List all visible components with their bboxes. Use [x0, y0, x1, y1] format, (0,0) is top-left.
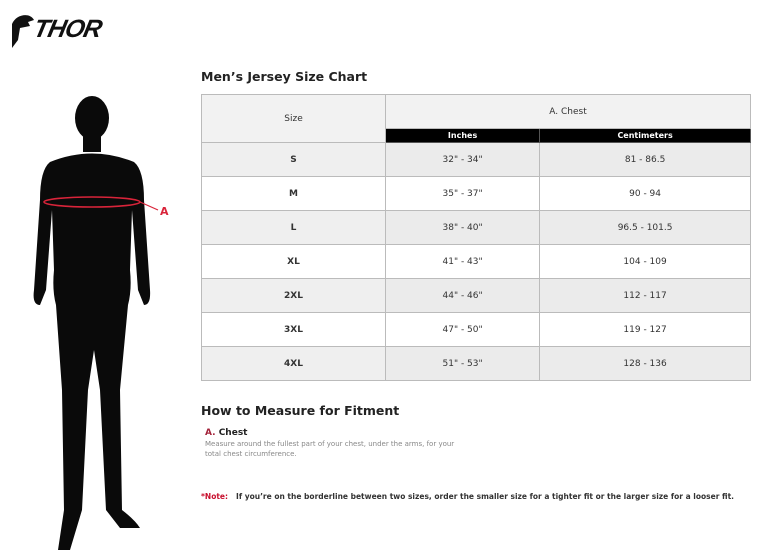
centimeters-header: Centimeters	[539, 128, 751, 143]
size-chart-table: Size A. Chest Inches Centimeters S 32" - …	[201, 94, 751, 381]
table-row: S 32" - 34" 81 - 86.5	[201, 142, 751, 177]
centimeters-cell: 96.5 - 101.5	[539, 210, 751, 245]
table-row: L 38" - 40" 96.5 - 101.5	[201, 210, 751, 245]
table-row: 2XL 44" - 46" 112 - 117	[201, 278, 751, 313]
thor-logo: THOR	[10, 12, 125, 50]
size-cell: XL	[201, 244, 386, 279]
size-cell: L	[201, 210, 386, 245]
table-row: XL 41" - 43" 104 - 109	[201, 244, 751, 279]
marker-a: A	[160, 205, 169, 218]
inches-cell: 38" - 40"	[384, 210, 541, 245]
table-row: 4XL 51" - 53" 128 - 136	[201, 346, 751, 381]
inches-cell: 32" - 34"	[384, 142, 541, 177]
centimeters-cell: 104 - 109	[539, 244, 751, 279]
size-cell: M	[201, 176, 386, 211]
table-row: 3XL 47" - 50" 119 - 127	[201, 312, 751, 347]
fit-note: *Note: If you’re on the borderline betwee…	[201, 492, 735, 501]
inches-cell: 51" - 53"	[384, 346, 541, 381]
measure-label: A. Chest	[205, 428, 248, 438]
measure-description: Measure around the fullest part of your …	[205, 440, 455, 458]
inches-cell: 44" - 46"	[384, 278, 541, 313]
chest-header: A. Chest	[385, 94, 751, 129]
size-cell: 3XL	[201, 312, 386, 347]
inches-cell: 35" - 37"	[384, 176, 541, 211]
inches-header: Inches	[384, 128, 541, 143]
centimeters-cell: 81 - 86.5	[539, 142, 751, 177]
size-cell: S	[201, 142, 386, 177]
inches-cell: 47" - 50"	[384, 312, 541, 347]
centimeters-cell: 90 - 94	[539, 176, 751, 211]
size-cell: 2XL	[201, 278, 386, 313]
centimeters-cell: 119 - 127	[539, 312, 751, 347]
centimeters-cell: 128 - 136	[539, 346, 751, 381]
table-row: M 35" - 37" 90 - 94	[201, 176, 751, 211]
page-title: Men’s Jersey Size Chart	[201, 69, 368, 84]
body-silhouette: A	[33, 96, 169, 550]
measure-heading: How to Measure for Fitment	[201, 403, 400, 418]
size-cell: 4XL	[201, 346, 386, 381]
inches-cell: 41" - 43"	[384, 244, 541, 279]
centimeters-cell: 112 - 117	[539, 278, 751, 313]
helmet-icon	[12, 15, 34, 49]
size-header: Size	[201, 94, 386, 143]
